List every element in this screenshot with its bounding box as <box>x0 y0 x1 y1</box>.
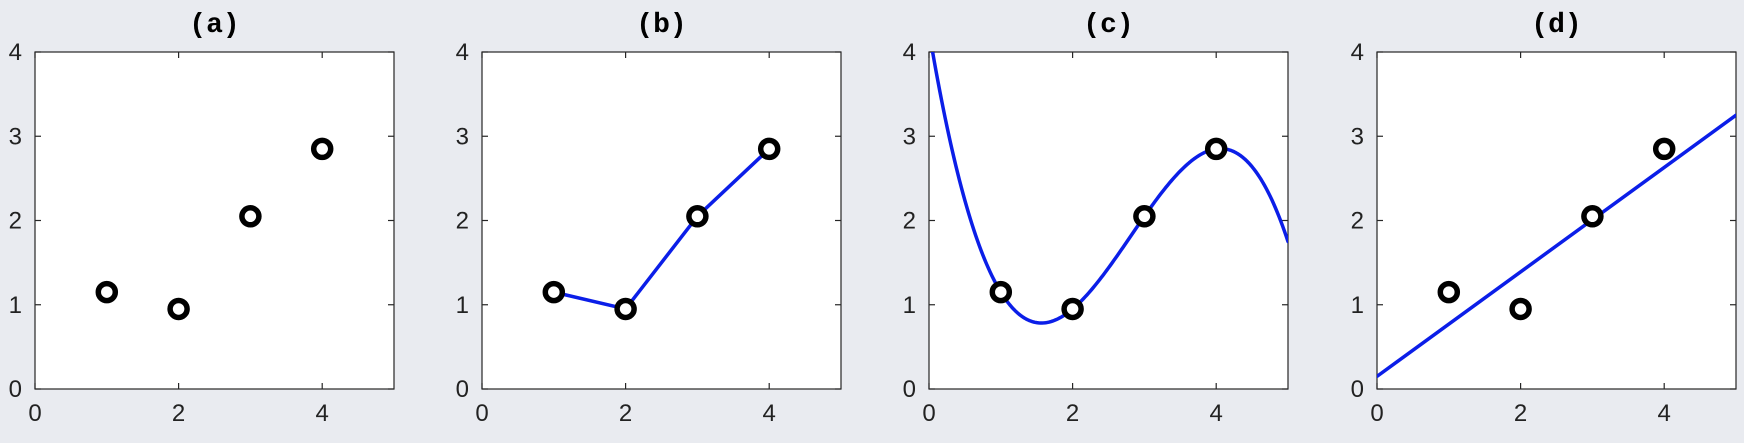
data-point-marker <box>95 280 119 304</box>
x-tick-label: 2 <box>1514 400 1527 427</box>
data-point-marker <box>989 280 1013 304</box>
x-tick-label: 4 <box>1658 400 1671 427</box>
axes-box <box>928 51 1289 390</box>
y-tick-label: 4 <box>456 39 469 66</box>
y-tick-label: 1 <box>903 292 916 319</box>
y-tick-label: 4 <box>9 39 22 66</box>
x-tick-label: 4 <box>763 400 776 427</box>
data-point-marker <box>239 205 262 228</box>
series-line <box>1377 113 1736 379</box>
axes-box <box>481 51 842 390</box>
data-point-marker <box>1061 297 1084 321</box>
x-tick-label: 0 <box>28 400 41 427</box>
data-point-marker <box>1133 205 1156 228</box>
chart-panel-a: (a) 0 2 4 0 1 2 3 4 <box>9 10 395 427</box>
panel-title: (a) <box>189 10 239 41</box>
x-tick-label: 0 <box>475 400 488 427</box>
x-tick-label: 2 <box>172 400 185 427</box>
axes-box <box>34 51 395 390</box>
series-line <box>552 147 771 311</box>
y-tick-label: 0 <box>903 376 916 403</box>
x-tick-label: 0 <box>922 400 935 427</box>
y-tick-label: 2 <box>9 208 22 235</box>
data-point-marker <box>310 137 334 161</box>
x-tick-label: 2 <box>619 400 632 427</box>
data-point-marker <box>167 297 190 321</box>
y-tick-label: 2 <box>903 208 916 235</box>
y-tick-label: 4 <box>1351 39 1364 66</box>
panel-title: (c) <box>1083 10 1133 41</box>
data-point-marker <box>1437 280 1461 304</box>
chart-panel-c: (c) 0 2 4 0 1 2 3 4 <box>903 10 1289 427</box>
series-line <box>930 52 1288 325</box>
y-tick-label: 3 <box>456 123 469 150</box>
chart-panel-b: (b) 0 2 4 0 1 2 3 4 <box>456 10 842 427</box>
data-point-marker <box>542 280 566 304</box>
x-tick-label: 0 <box>1370 400 1383 427</box>
y-tick-label: 1 <box>9 292 22 319</box>
x-tick-label: 4 <box>1210 400 1223 427</box>
data-point-marker <box>686 205 709 228</box>
panel-title: (d) <box>1531 10 1581 41</box>
data-point-marker <box>1204 137 1228 161</box>
data-point-marker <box>1581 205 1604 228</box>
y-tick-label: 3 <box>9 123 22 150</box>
y-tick-label: 3 <box>1351 123 1364 150</box>
y-tick-label: 1 <box>456 292 469 319</box>
y-tick-label: 0 <box>9 376 22 403</box>
data-point-marker <box>614 297 637 321</box>
y-tick-label: 3 <box>903 123 916 150</box>
y-tick-label: 4 <box>903 39 916 66</box>
y-tick-label: 0 <box>1351 376 1364 403</box>
x-tick-label: 4 <box>316 400 329 427</box>
y-tick-label: 2 <box>1351 208 1364 235</box>
data-point-marker <box>757 137 781 161</box>
y-tick-label: 2 <box>456 208 469 235</box>
panel-title: (b) <box>636 10 686 41</box>
data-point-marker <box>1509 297 1532 321</box>
x-tick-label: 2 <box>1066 400 1079 427</box>
y-tick-label: 0 <box>456 376 469 403</box>
data-point-marker <box>1652 137 1676 161</box>
chart-panel-d: (d) 0 2 4 0 1 2 3 4 <box>1351 10 1737 427</box>
y-tick-label: 1 <box>1351 292 1364 319</box>
